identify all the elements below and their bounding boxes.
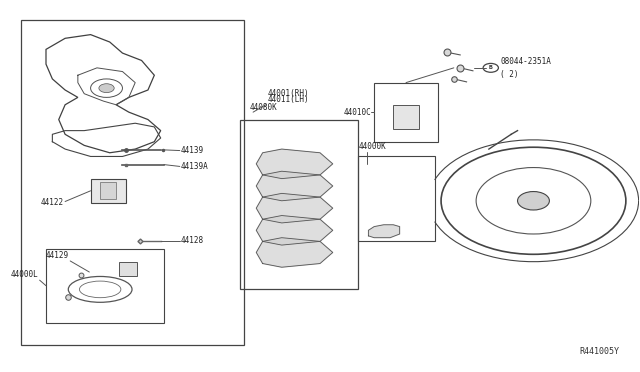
Text: 44011(LH): 44011(LH) — [268, 95, 309, 104]
Bar — [358, 157, 435, 241]
Polygon shape — [256, 238, 333, 267]
Circle shape — [518, 192, 549, 210]
Text: 44010C: 44010C — [343, 108, 371, 117]
Text: 44000K: 44000K — [359, 142, 387, 151]
Polygon shape — [256, 215, 333, 245]
Text: 44001(RH): 44001(RH) — [268, 89, 309, 98]
Text: 44122: 44122 — [41, 199, 64, 208]
Text: 44139: 44139 — [181, 146, 204, 155]
Text: 08044-2351A: 08044-2351A — [500, 57, 551, 65]
Bar — [241, 119, 358, 289]
Bar — [46, 249, 164, 323]
Bar — [91, 179, 125, 203]
Text: 44128: 44128 — [181, 236, 204, 245]
Text: 44129: 44129 — [46, 251, 69, 260]
Text: 44080K: 44080K — [250, 103, 278, 112]
Text: B: B — [489, 65, 493, 70]
Bar — [374, 83, 438, 142]
Text: ( 2): ( 2) — [500, 70, 519, 79]
Text: R441005Y: R441005Y — [579, 347, 620, 356]
Text: 44139A: 44139A — [181, 162, 209, 171]
Circle shape — [99, 84, 114, 93]
Bar — [119, 262, 137, 276]
Bar — [100, 182, 116, 199]
Text: 44000L: 44000L — [11, 270, 38, 279]
Bar — [20, 20, 244, 345]
Polygon shape — [369, 225, 399, 238]
Polygon shape — [256, 171, 333, 201]
Polygon shape — [256, 149, 333, 179]
Bar — [394, 105, 419, 129]
Polygon shape — [256, 193, 333, 223]
